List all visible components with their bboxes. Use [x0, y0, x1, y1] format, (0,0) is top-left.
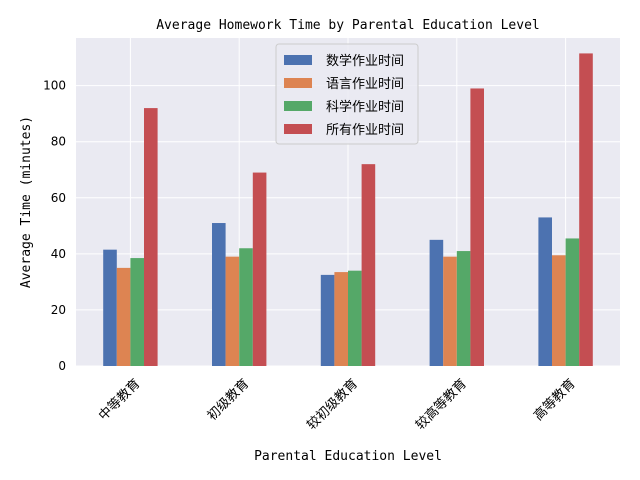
y-tick-label: 20: [51, 303, 66, 317]
y-tick-label: 80: [51, 135, 66, 149]
bar-2-1: [116, 267, 131, 366]
legend-box: [275, 43, 419, 145]
bar-4-2: [252, 172, 267, 366]
y-axis-label: Average Time (minutes): [19, 116, 34, 288]
legend-label: 数学作业时间: [326, 53, 404, 69]
x-tick-label: 较初级教育: [304, 376, 361, 433]
bar-1-5: [538, 217, 552, 366]
bar-4-1: [144, 108, 158, 366]
bar-3-4: [456, 251, 471, 366]
x-tick-label: 初级教育: [204, 376, 252, 424]
bar-3-3: [348, 270, 362, 366]
y-axis-ticks: 0 20 40 60 80 100: [43, 79, 66, 373]
y-tick-label: 60: [51, 191, 66, 205]
bar-3-1: [130, 258, 144, 366]
y-tick-label: 40: [51, 247, 66, 261]
bar-2-2: [225, 256, 240, 366]
x-axis-ticks: 中等教育 初级教育 较初级教育 较高等教育 高等教育: [95, 376, 578, 433]
bar-1-4: [429, 239, 444, 366]
x-tick-label: 高等教育: [531, 376, 579, 424]
bar-2-5: [552, 255, 566, 366]
x-tick-label: 较高等教育: [413, 376, 470, 433]
bar-4-5: [579, 53, 593, 367]
bar-1-3: [320, 274, 335, 366]
legend-swatch: [284, 124, 312, 134]
legend-label: 所有作业时间: [326, 123, 404, 138]
bar-4-4: [470, 88, 484, 366]
y-tick-label: 0: [58, 359, 66, 373]
legend-swatch: [284, 101, 312, 111]
y-tick-label: 100: [43, 79, 66, 93]
bar-4-3: [361, 164, 376, 366]
legend-swatch: [284, 78, 312, 88]
bar-1-2: [212, 223, 226, 366]
bars: [103, 53, 593, 367]
bar-2-3: [334, 272, 348, 366]
bar-3-2: [239, 248, 253, 366]
x-axis-label: Parental Education Level: [254, 449, 442, 464]
bar-1-1: [103, 249, 117, 366]
bar-2-4: [443, 256, 457, 366]
x-tick-label: 中等教育: [95, 376, 143, 424]
bar-3-5: [565, 238, 580, 366]
legend-label: 语言作业时间: [326, 77, 404, 92]
legend-swatch: [284, 55, 312, 65]
chart-title: Average Homework Time by Parental Educat…: [156, 18, 540, 33]
legend-label: 科学作业时间: [326, 99, 404, 115]
